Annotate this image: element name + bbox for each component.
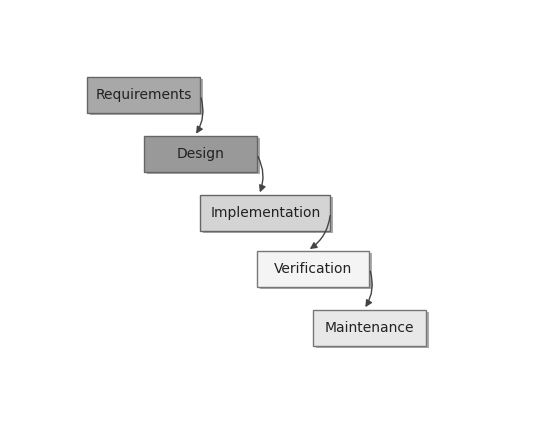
- FancyBboxPatch shape: [203, 197, 333, 233]
- FancyArrowPatch shape: [311, 216, 330, 248]
- FancyBboxPatch shape: [90, 79, 203, 116]
- FancyBboxPatch shape: [200, 195, 330, 231]
- FancyBboxPatch shape: [147, 139, 260, 174]
- Text: Verification: Verification: [274, 262, 352, 276]
- Text: Design: Design: [176, 147, 224, 161]
- FancyBboxPatch shape: [260, 253, 372, 289]
- Text: Implementation: Implementation: [210, 206, 320, 220]
- FancyArrowPatch shape: [366, 271, 372, 306]
- FancyBboxPatch shape: [256, 251, 370, 286]
- FancyBboxPatch shape: [316, 312, 429, 348]
- Text: Maintenance: Maintenance: [325, 320, 414, 334]
- FancyArrowPatch shape: [258, 156, 265, 191]
- Text: Requirements: Requirements: [96, 88, 192, 102]
- FancyArrowPatch shape: [197, 98, 203, 133]
- FancyBboxPatch shape: [144, 136, 256, 172]
- FancyBboxPatch shape: [87, 77, 200, 113]
- FancyBboxPatch shape: [313, 309, 426, 346]
